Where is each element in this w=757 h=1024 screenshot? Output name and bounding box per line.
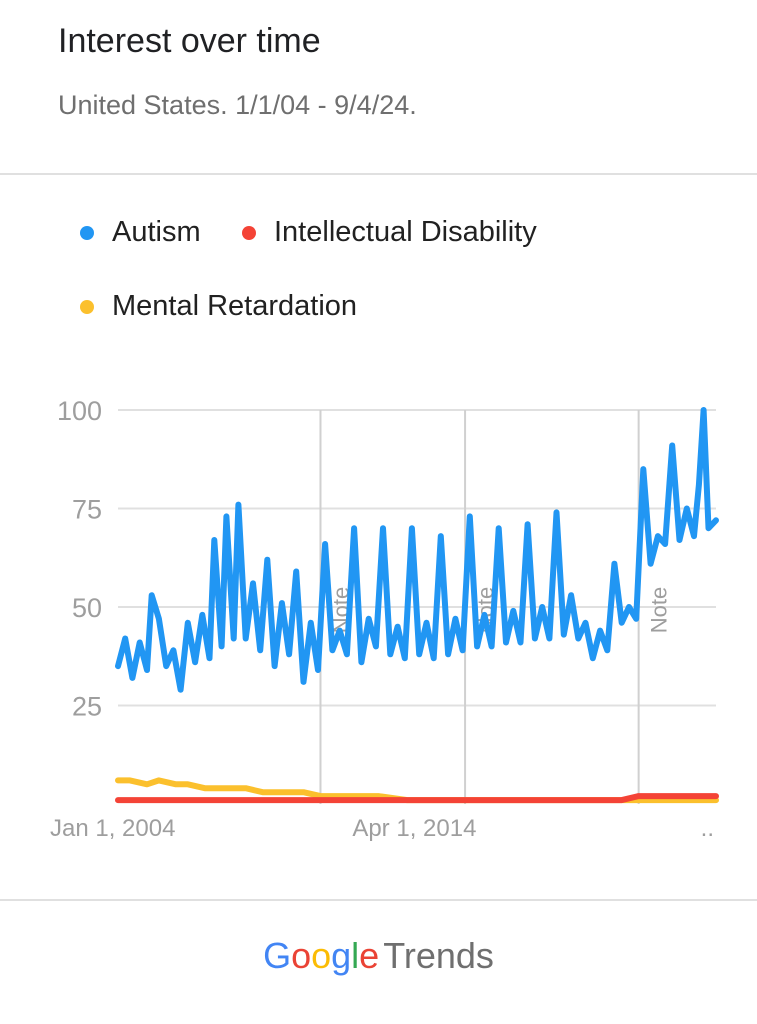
legend-label-mental-retardation: Mental Retardation <box>112 290 358 322</box>
google-letter: g <box>331 935 352 976</box>
x-tick-label: Apr 1, 2014 <box>352 815 476 842</box>
y-tick-label: 100 <box>57 396 102 426</box>
google-wordmark: Google <box>263 935 379 976</box>
legend-dot-mental-retardation <box>80 299 94 314</box>
google-trends-logo: Google Trends <box>0 935 757 977</box>
series-line-autism <box>115 407 719 693</box>
series-line-intellectual-disability <box>115 793 719 804</box>
google-letter: l <box>351 935 360 976</box>
legend-item-intellectual-disability[interactable]: Intellectual Disability <box>242 216 537 249</box>
legend-item-autism[interactable]: Autism <box>80 216 201 249</box>
x-tick-label: .. <box>701 815 714 842</box>
trends-wordmark: Trends <box>383 935 494 976</box>
legend-label-autism: Autism <box>112 216 201 248</box>
google-letter: G <box>263 935 292 976</box>
x-tick-label: Jan 1, 2004 <box>50 815 175 842</box>
google-letter: o <box>291 935 312 976</box>
note-label: Note <box>647 587 672 633</box>
legend-dot-intellectual-disability <box>242 225 256 240</box>
google-letter: e <box>359 935 380 976</box>
y-tick-label: 25 <box>72 692 102 722</box>
legend-label-intellectual-disability: Intellectual Disability <box>274 216 537 248</box>
y-tick-label: 75 <box>72 495 102 525</box>
chart-subtitle: United States. 1/1/04 - 9/4/24. <box>58 90 417 120</box>
chart-title: Interest over time <box>58 22 321 60</box>
google-letter: o <box>311 935 332 976</box>
legend-dot-autism <box>80 225 94 240</box>
legend-item-mental-retardation[interactable]: Mental Retardation <box>80 290 357 323</box>
chart-header: Interest over time United States. 1/1/04… <box>0 0 757 175</box>
bottom-divider <box>0 899 757 901</box>
y-tick-label: 50 <box>72 593 102 623</box>
top-divider <box>0 173 757 175</box>
